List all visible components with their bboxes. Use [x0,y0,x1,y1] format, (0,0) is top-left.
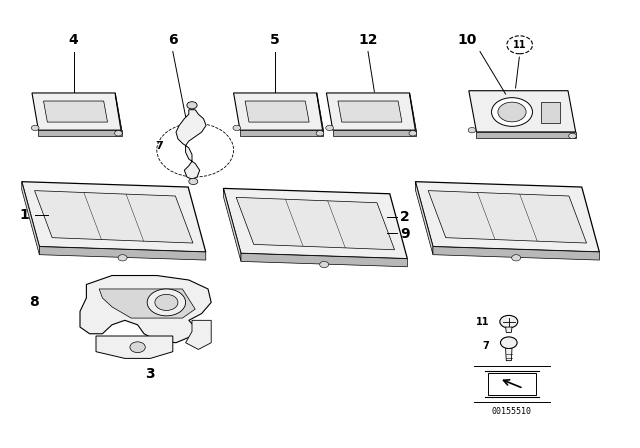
Circle shape [115,131,122,136]
Polygon shape [338,101,402,122]
Polygon shape [38,130,122,135]
Polygon shape [80,276,211,343]
Circle shape [147,289,186,316]
Text: 11: 11 [513,40,527,50]
Circle shape [511,254,521,261]
Text: 1: 1 [19,208,29,222]
Polygon shape [22,182,39,254]
Polygon shape [428,191,586,243]
Bar [488,373,536,395]
Polygon shape [35,191,193,243]
Circle shape [500,315,518,328]
Polygon shape [115,93,122,135]
Text: 5: 5 [270,33,280,47]
Polygon shape [317,93,323,135]
Polygon shape [506,349,512,361]
Circle shape [409,131,417,136]
Text: 8: 8 [29,295,38,310]
Polygon shape [236,197,394,250]
Text: 3: 3 [145,367,156,381]
Polygon shape [415,182,433,254]
Polygon shape [39,246,206,260]
Polygon shape [176,110,206,179]
Circle shape [500,337,517,349]
Polygon shape [241,254,407,267]
Polygon shape [223,189,407,259]
Text: 12: 12 [358,33,378,47]
Polygon shape [506,327,512,332]
Text: 00155510: 00155510 [492,407,532,416]
Text: 7: 7 [483,341,490,351]
Polygon shape [234,93,323,130]
Circle shape [118,254,127,261]
Circle shape [187,102,197,109]
Circle shape [326,125,333,131]
Polygon shape [240,130,323,135]
Polygon shape [96,336,173,358]
Circle shape [155,294,178,310]
Circle shape [130,342,145,353]
Polygon shape [186,320,211,349]
Polygon shape [326,93,416,130]
Text: 9: 9 [400,227,410,241]
Text: 7: 7 [156,142,163,151]
Text: 2: 2 [400,210,410,224]
Circle shape [233,125,241,131]
Polygon shape [468,91,576,132]
Text: 11: 11 [476,317,490,327]
Circle shape [189,178,198,185]
Circle shape [498,102,526,122]
Polygon shape [32,93,122,130]
Polygon shape [99,289,195,318]
Text: 10: 10 [458,33,477,47]
Polygon shape [44,101,108,122]
Text: 6: 6 [168,33,178,47]
Circle shape [31,125,39,131]
Circle shape [319,262,329,268]
Circle shape [492,98,532,126]
Circle shape [316,131,324,136]
Polygon shape [223,189,241,262]
Polygon shape [333,130,416,135]
Polygon shape [245,101,309,122]
Text: 4: 4 [68,33,79,47]
Circle shape [468,128,476,133]
Polygon shape [410,93,416,135]
Polygon shape [433,246,600,260]
Circle shape [507,36,532,54]
Polygon shape [476,132,576,138]
Circle shape [569,134,577,139]
Polygon shape [541,102,560,123]
Polygon shape [22,182,206,252]
Polygon shape [415,182,600,252]
